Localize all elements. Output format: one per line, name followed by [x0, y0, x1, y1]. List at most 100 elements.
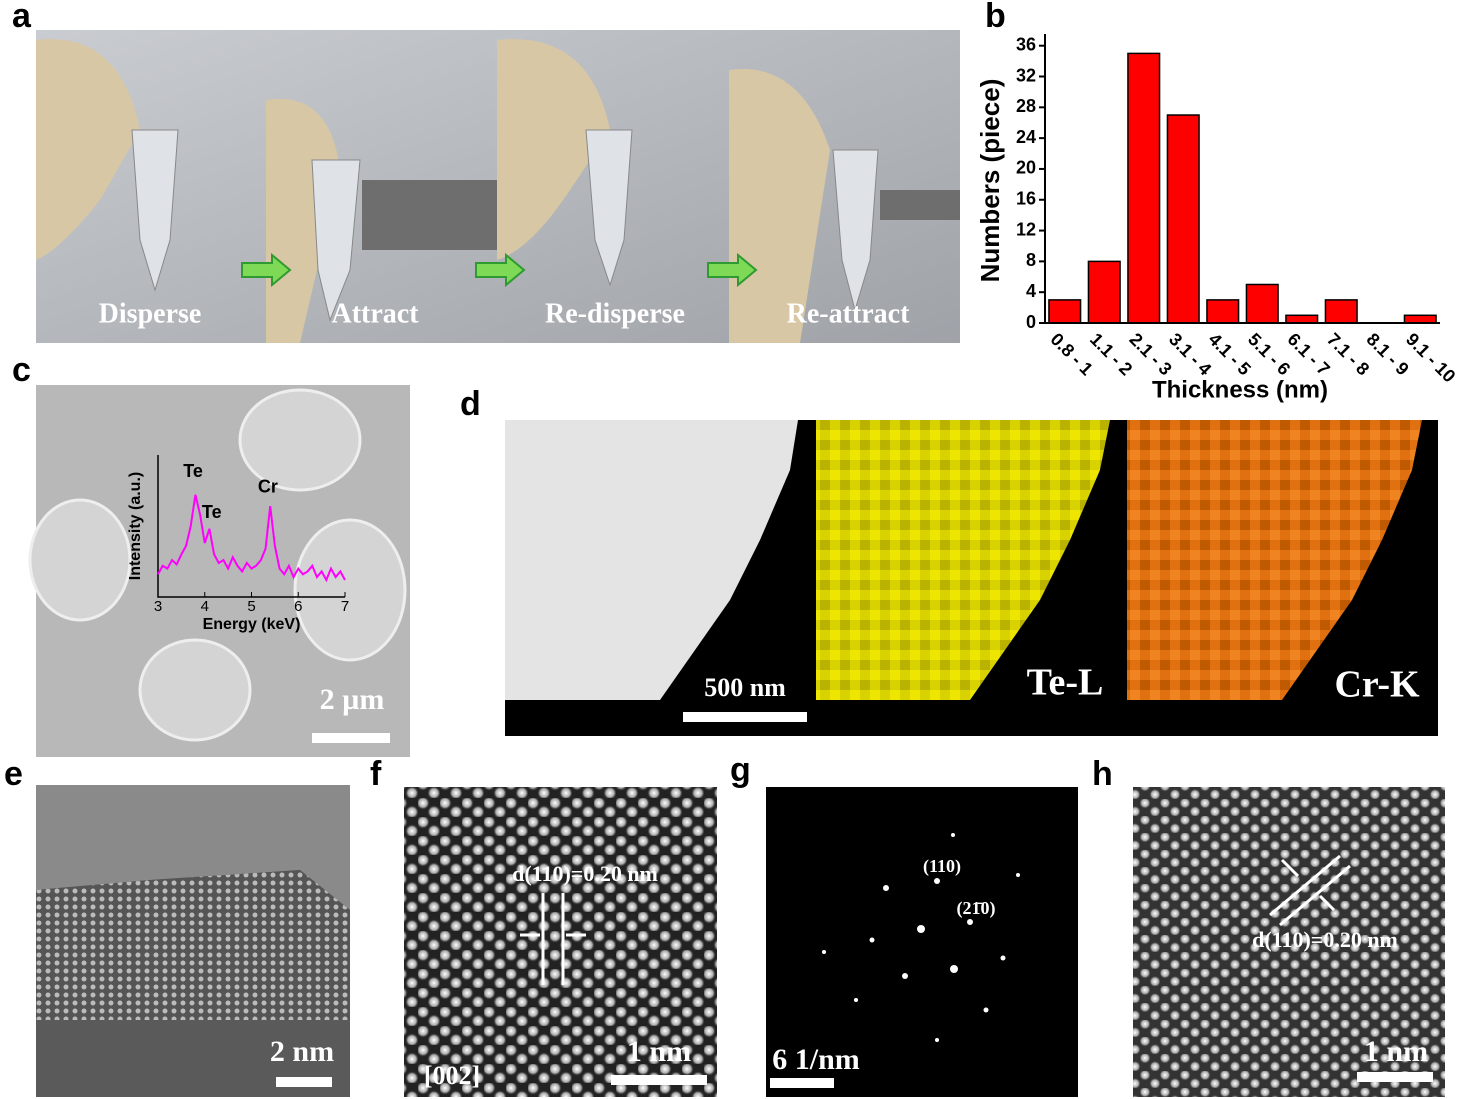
hole: [238, 388, 362, 492]
hole: [293, 518, 407, 662]
panel-letter: e: [4, 755, 23, 793]
y-tick-label: 4: [1026, 281, 1036, 301]
scale-bar: [611, 1075, 707, 1085]
y-tick-label: 24: [1016, 127, 1036, 147]
caption: Re-disperse: [545, 298, 685, 329]
spot: [902, 973, 908, 979]
scale-bar: [276, 1077, 332, 1087]
cr-map: [1127, 420, 1422, 700]
te-map: [816, 420, 1110, 700]
diffraction-spots: [822, 833, 1020, 1042]
tube: [131, 129, 179, 292]
arrow: [1318, 894, 1336, 912]
x-tick-label: 3.1 - 4: [1165, 329, 1215, 379]
spot-label: (110): [923, 856, 961, 877]
magnet: [880, 190, 960, 220]
x-axis-label: Energy (keV): [203, 616, 301, 633]
zone-axis: [002]: [424, 1061, 480, 1090]
x-tick-label: 2.1 - 3: [1126, 329, 1176, 379]
scale-bar: [312, 733, 390, 743]
scale-label: 500 nm: [704, 673, 786, 702]
x-tick-label: 9.1 - 10: [1402, 329, 1459, 386]
spot: [951, 833, 955, 837]
scale-label: 6 1/nm: [772, 1043, 860, 1076]
x-tick-label: 8.1 - 9: [1363, 329, 1413, 379]
panel-letter: c: [12, 351, 31, 389]
spot: [1000, 955, 1006, 961]
map-label: Cr-K: [1334, 664, 1420, 706]
x-tick-label: 1.1 - 2: [1086, 329, 1136, 379]
spacing-marks: [1269, 854, 1351, 927]
peak-label: Te: [202, 502, 222, 522]
y-tick-label: 32: [1016, 65, 1036, 85]
spot: [967, 919, 973, 925]
caption: Attract: [331, 298, 419, 329]
scale-label: 2 µm: [320, 683, 385, 716]
bar: [1285, 314, 1319, 324]
x-tick-label: 5.1 - 6: [1244, 329, 1294, 379]
x-tick-label: 6: [294, 598, 302, 615]
bar: [1324, 299, 1358, 324]
holes: [28, 388, 407, 742]
bar: [1403, 314, 1437, 324]
peak-label: Cr: [258, 476, 278, 496]
panel-letter: f: [370, 755, 382, 793]
spot: [934, 878, 940, 884]
tube: [832, 149, 879, 312]
y-tick-label: 16: [1016, 189, 1036, 209]
map-label: Te-L: [1027, 662, 1104, 704]
magnet: [362, 180, 497, 250]
bar: [1206, 299, 1240, 324]
caption: Disperse: [99, 298, 202, 329]
y-tick-label: 28: [1016, 96, 1036, 116]
x-tick-label: 6.1 - 7: [1284, 329, 1334, 379]
lattice: [36, 870, 350, 1020]
y-axis-label: Intensity (a.u.): [127, 472, 144, 580]
haadf-lattice: [404, 787, 717, 1097]
x-tick-label: 0.8 - 1: [1047, 329, 1097, 379]
peak-label: Te: [183, 461, 203, 481]
bar: [1127, 52, 1161, 324]
x-axis-label: Thickness (nm): [1152, 376, 1328, 403]
vacuum: [36, 785, 350, 910]
x-tick-label: 3: [154, 598, 162, 615]
y-axis-label: Numbers (piece): [975, 79, 1005, 283]
arrow: [707, 252, 758, 288]
y-tick-label: 36: [1016, 34, 1036, 54]
saed-pattern: [766, 787, 1078, 1097]
panel-letter: b: [985, 0, 1006, 35]
y-tick-label: 0: [1026, 312, 1036, 332]
x-tick-label: 7: [341, 598, 349, 615]
arrows: [241, 252, 758, 288]
x-tick-label: 7.1 - 8: [1323, 329, 1373, 379]
y-tick-label: 8: [1026, 250, 1036, 270]
spot: [854, 998, 858, 1002]
scale-bar: [1357, 1072, 1433, 1082]
x-tick-label: 4: [201, 598, 209, 615]
panel-letter: a: [12, 0, 32, 35]
fringe-line: [1269, 854, 1341, 917]
bar: [1166, 114, 1200, 324]
bar: [1048, 299, 1082, 324]
fringe-line: [1279, 864, 1351, 927]
spot: [935, 1038, 939, 1042]
glove: [497, 39, 610, 260]
spot: [883, 885, 889, 891]
panel-letter: h: [1092, 755, 1113, 793]
panel-letter: d: [460, 385, 481, 423]
haadf-image: [505, 420, 798, 700]
scale-bar: [770, 1078, 834, 1088]
spectrum-line: [157, 494, 346, 583]
spot: [950, 965, 958, 973]
bar: [1087, 260, 1121, 324]
arrow: [475, 252, 526, 288]
scale-label: 2 nm: [270, 1035, 334, 1068]
spot: [983, 1007, 989, 1013]
spot: [1016, 873, 1020, 877]
spacing-marks: [520, 893, 586, 985]
caption: Re-attract: [787, 298, 910, 329]
glove: [729, 69, 830, 343]
scale-bar: [683, 712, 807, 722]
spacing-label: d(110)=0.20 nm: [1252, 927, 1398, 952]
